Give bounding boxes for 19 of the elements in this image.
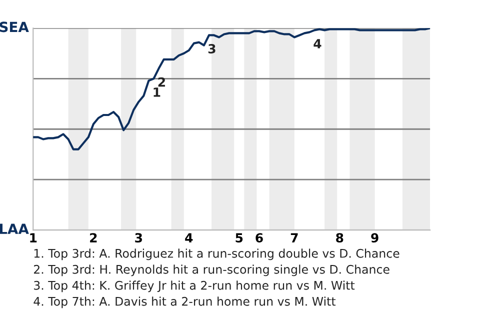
x-tick-label: 6	[256, 233, 263, 243]
x-tick-label: 4	[185, 233, 193, 242]
x-tick-label: 5	[236, 233, 243, 243]
annotation: 2	[158, 77, 165, 87]
x-tick-label: 9	[371, 233, 378, 243]
text: 1. Top 3rd: A. Rodriguez hit a run-scoring double vs D. Chance	[34, 248, 400, 260]
x-tick-label: 2	[90, 233, 97, 242]
x-tick-label: 7	[290, 233, 298, 242]
annotation: 1	[154, 88, 160, 97]
x-tick-label: 8	[336, 233, 344, 243]
x-tick-label: 3	[135, 233, 142, 243]
ref-line-label: LAA	[0, 224, 29, 234]
ref-line-label: SEA	[0, 22, 29, 32]
annotation: 4	[314, 39, 322, 48]
text: 2. Top 3rd: H. Reynolds hit a run-scoring single vs D. Chance	[34, 264, 390, 276]
text: 3. Top 4th: K. Griffey Jr hit a 2-run home run vs M. Witt	[34, 280, 355, 292]
annotation: 3	[208, 44, 216, 54]
x-tick-label: 1	[30, 233, 37, 242]
text: 4. Top 7th: A. Davis hit a 2-run home run vs M. Witt	[34, 296, 336, 308]
